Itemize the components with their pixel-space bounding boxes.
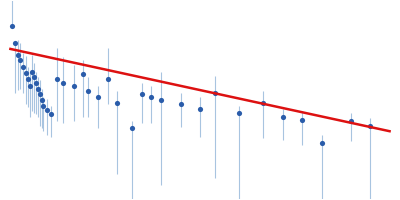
Point bbox=[318, 141, 325, 144]
Point bbox=[32, 81, 39, 85]
Point bbox=[48, 113, 54, 116]
Point bbox=[25, 77, 31, 80]
Point bbox=[129, 127, 135, 130]
Point bbox=[60, 81, 66, 85]
Point bbox=[138, 93, 145, 96]
Point bbox=[9, 25, 16, 28]
Point bbox=[40, 104, 47, 107]
Point bbox=[29, 70, 35, 73]
Point bbox=[17, 59, 23, 62]
Point bbox=[70, 84, 77, 87]
Point bbox=[367, 124, 373, 127]
Point bbox=[158, 98, 164, 102]
Point bbox=[177, 103, 184, 106]
Point bbox=[12, 42, 18, 45]
Point bbox=[23, 71, 29, 75]
Point bbox=[148, 96, 154, 99]
Point bbox=[80, 73, 86, 76]
Point bbox=[27, 84, 33, 87]
Point bbox=[44, 108, 50, 112]
Point bbox=[211, 91, 218, 95]
Point bbox=[104, 77, 111, 80]
Point bbox=[20, 66, 26, 69]
Point bbox=[197, 107, 203, 110]
Point bbox=[348, 120, 354, 123]
Point bbox=[280, 115, 286, 119]
Point bbox=[30, 76, 37, 79]
Point bbox=[95, 96, 101, 99]
Point bbox=[15, 53, 21, 56]
Point bbox=[85, 90, 91, 93]
Point bbox=[36, 93, 43, 96]
Point bbox=[236, 111, 242, 114]
Point bbox=[260, 101, 266, 104]
Point bbox=[114, 101, 120, 104]
Point bbox=[34, 87, 41, 90]
Point bbox=[38, 98, 45, 102]
Point bbox=[54, 77, 60, 80]
Point bbox=[299, 118, 305, 121]
